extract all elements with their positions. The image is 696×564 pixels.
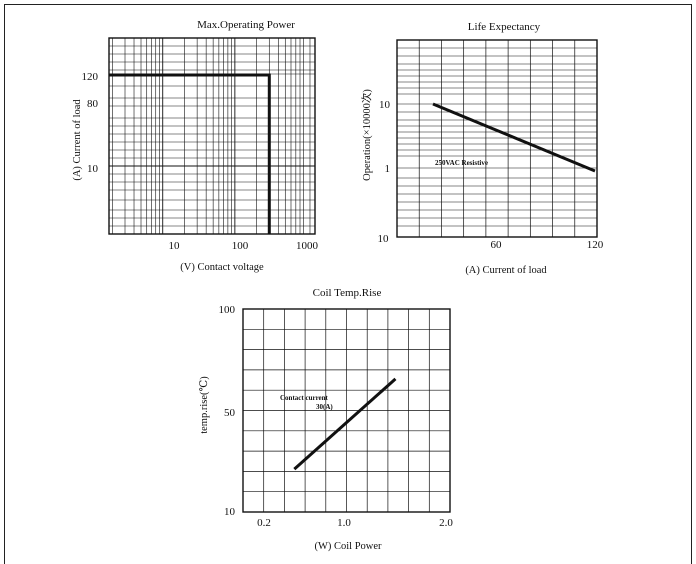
y-tick-label: 10 <box>87 163 99 175</box>
chart-life-expectancy: Life Expectancy 10 1 10 60 120 (A) Curre… <box>360 21 604 276</box>
chart-title: Coil Temp.Rise <box>313 287 382 299</box>
chart-max-operating-power: Max.Operating Power 120 80 10 10 100 100… <box>72 19 319 273</box>
y-axis-label: temp.rise(℃) <box>199 376 210 434</box>
series-line <box>109 73 271 234</box>
chart-grid <box>243 309 450 512</box>
x-tick-label: 10 <box>169 240 181 252</box>
y-tick-label: 10 <box>379 99 391 111</box>
plot-frame <box>396 39 598 238</box>
chart-title: Life Expectancy <box>468 21 541 33</box>
y-tick-label: 1 <box>385 163 391 175</box>
y-axis-label: Operation(×10000次) <box>360 89 373 181</box>
x-tick-label: 0.2 <box>257 517 271 529</box>
chart-title: Max.Operating Power <box>197 19 295 31</box>
x-tick-label: 1.0 <box>337 517 351 529</box>
y-tick-label: 100 <box>219 304 236 316</box>
y-tick-label: 50 <box>224 407 236 419</box>
y-tick-label: 10 <box>224 506 236 518</box>
series-line <box>293 377 397 471</box>
series-annotation: 250VAC Resistive <box>435 159 488 167</box>
chart-grid <box>397 40 597 237</box>
figure-frame <box>4 4 692 564</box>
plot-frame <box>242 308 451 513</box>
series-annotation: 30(A) <box>316 403 333 411</box>
y-axis-label: (A) Current of load <box>72 99 83 181</box>
x-tick-label: 100 <box>232 240 249 252</box>
chart-grid <box>109 38 315 234</box>
x-tick-label: 60 <box>491 239 503 251</box>
x-tick-label: 10 <box>378 233 390 245</box>
plot-frame <box>108 37 316 235</box>
x-tick-label: 2.0 <box>439 517 453 529</box>
x-tick-label: 120 <box>587 239 604 251</box>
chart-coil-temp-rise: Coil Temp.Rise 100 50 10 0.2 1.0 2.0 (W)… <box>199 287 453 552</box>
y-tick-label: 80 <box>87 98 99 110</box>
x-axis-label: (A) Current of load <box>465 265 547 276</box>
series-annotation: Contact current <box>280 394 329 402</box>
x-tick-label: 1000 <box>296 240 319 252</box>
x-axis-label: (W) Coil Power <box>314 541 382 552</box>
y-tick-label: 120 <box>82 71 99 83</box>
series-line <box>432 102 596 173</box>
x-axis-label: (V) Contact voltage <box>180 262 264 273</box>
